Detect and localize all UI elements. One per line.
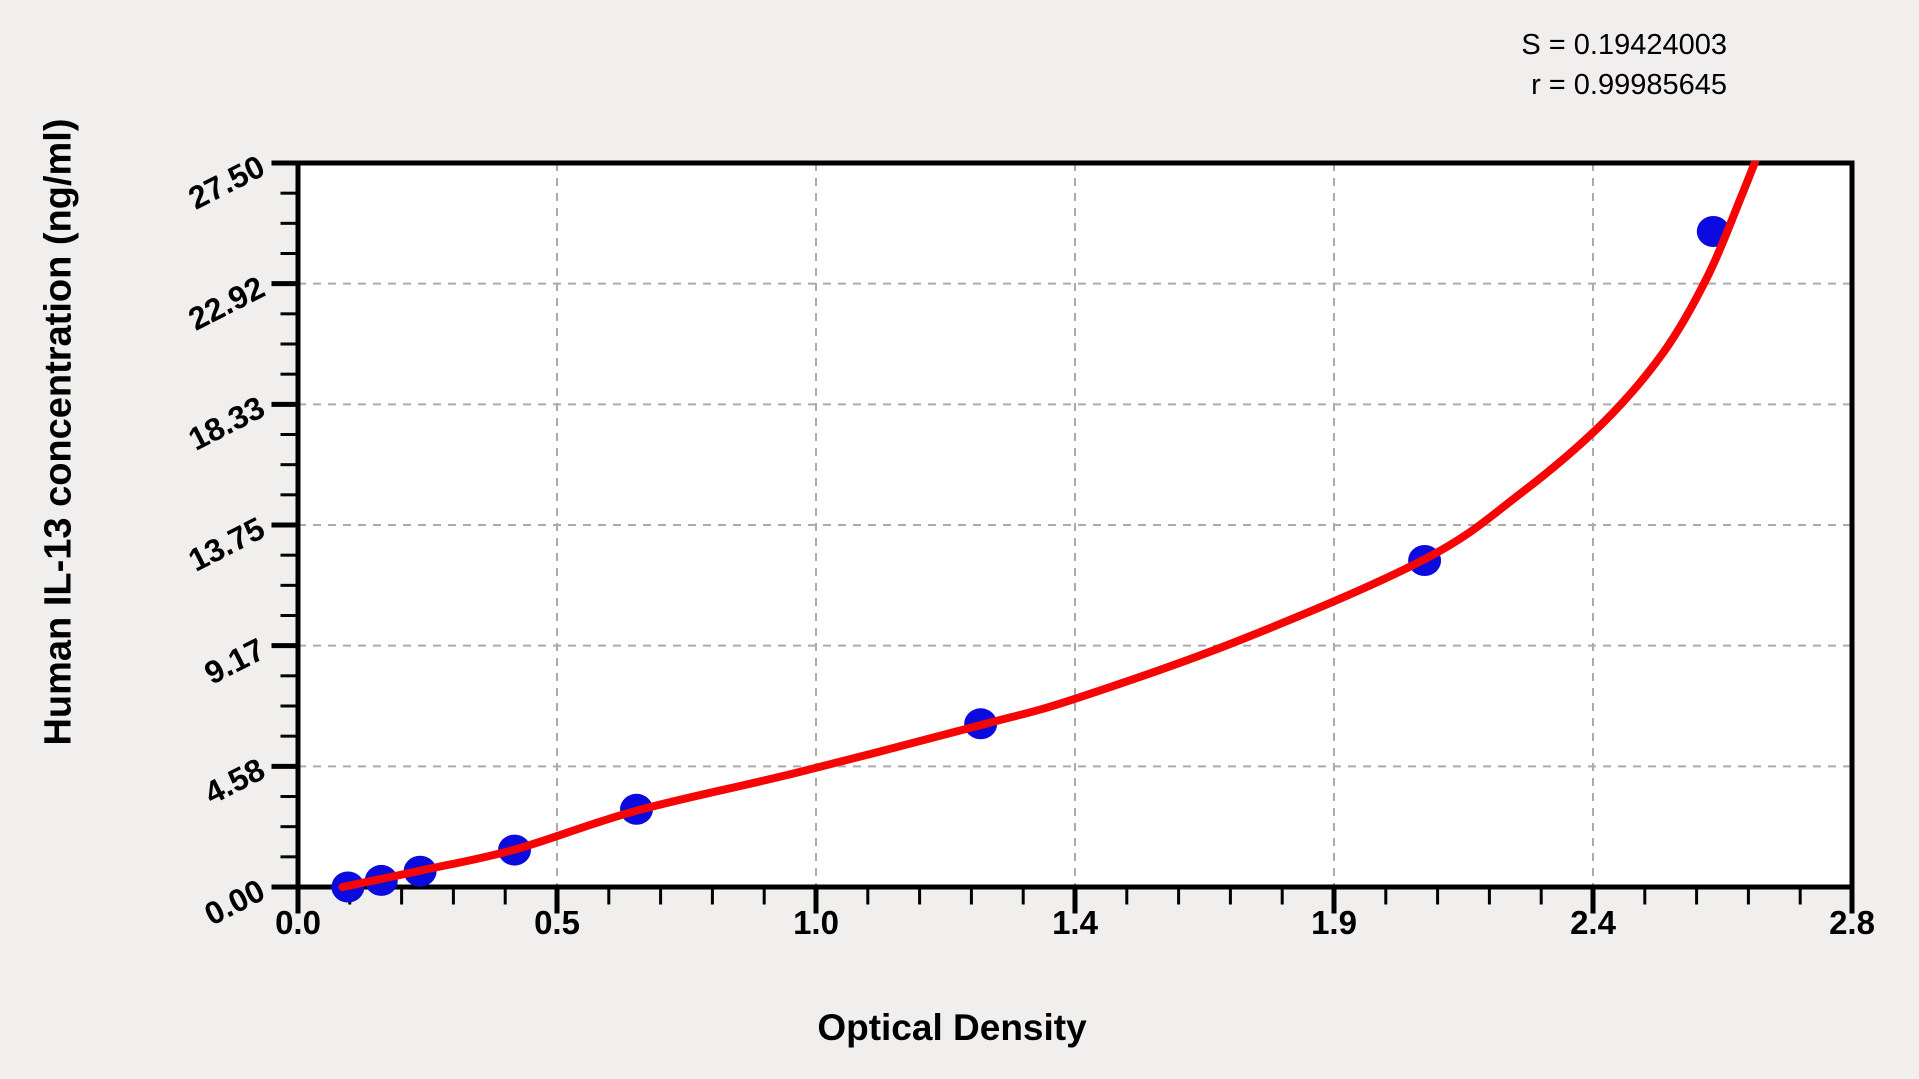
y-tick-label: 18.33 xyxy=(182,389,271,458)
stat-s-value: S = 0.19424003 xyxy=(1521,29,1727,61)
y-tick-label: 9.17 xyxy=(198,630,271,691)
axes-box xyxy=(295,160,1855,890)
x-tick-label: 0.5 xyxy=(534,904,580,941)
fit-curve xyxy=(338,161,1760,891)
x-tick-label: 2.4 xyxy=(1570,904,1616,941)
y-tick-label: 13.75 xyxy=(182,509,271,579)
x-tick-label: 0.0 xyxy=(275,904,321,941)
x-tick-label: 1.0 xyxy=(793,904,839,941)
y-tick-label: 0.00 xyxy=(198,871,271,933)
x-tick-label: 2.8 xyxy=(1829,904,1875,941)
y-tick-label: 27.50 xyxy=(182,147,271,217)
y-tick-label: 22.92 xyxy=(182,268,271,338)
x-tick-label: 1.9 xyxy=(1311,904,1357,941)
x-tick-label: 1.4 xyxy=(1052,904,1098,941)
fit-statistics: S = 0.19424003 r = 0.99985645 xyxy=(1521,25,1727,105)
x-axis-title: Optical Density xyxy=(817,1007,1087,1048)
stat-r-value: r = 0.99985645 xyxy=(1531,69,1727,101)
y-axis-title: Human IL-13 concentration (ng/ml) xyxy=(37,118,80,746)
y-tick-label: 4.58 xyxy=(198,751,271,812)
